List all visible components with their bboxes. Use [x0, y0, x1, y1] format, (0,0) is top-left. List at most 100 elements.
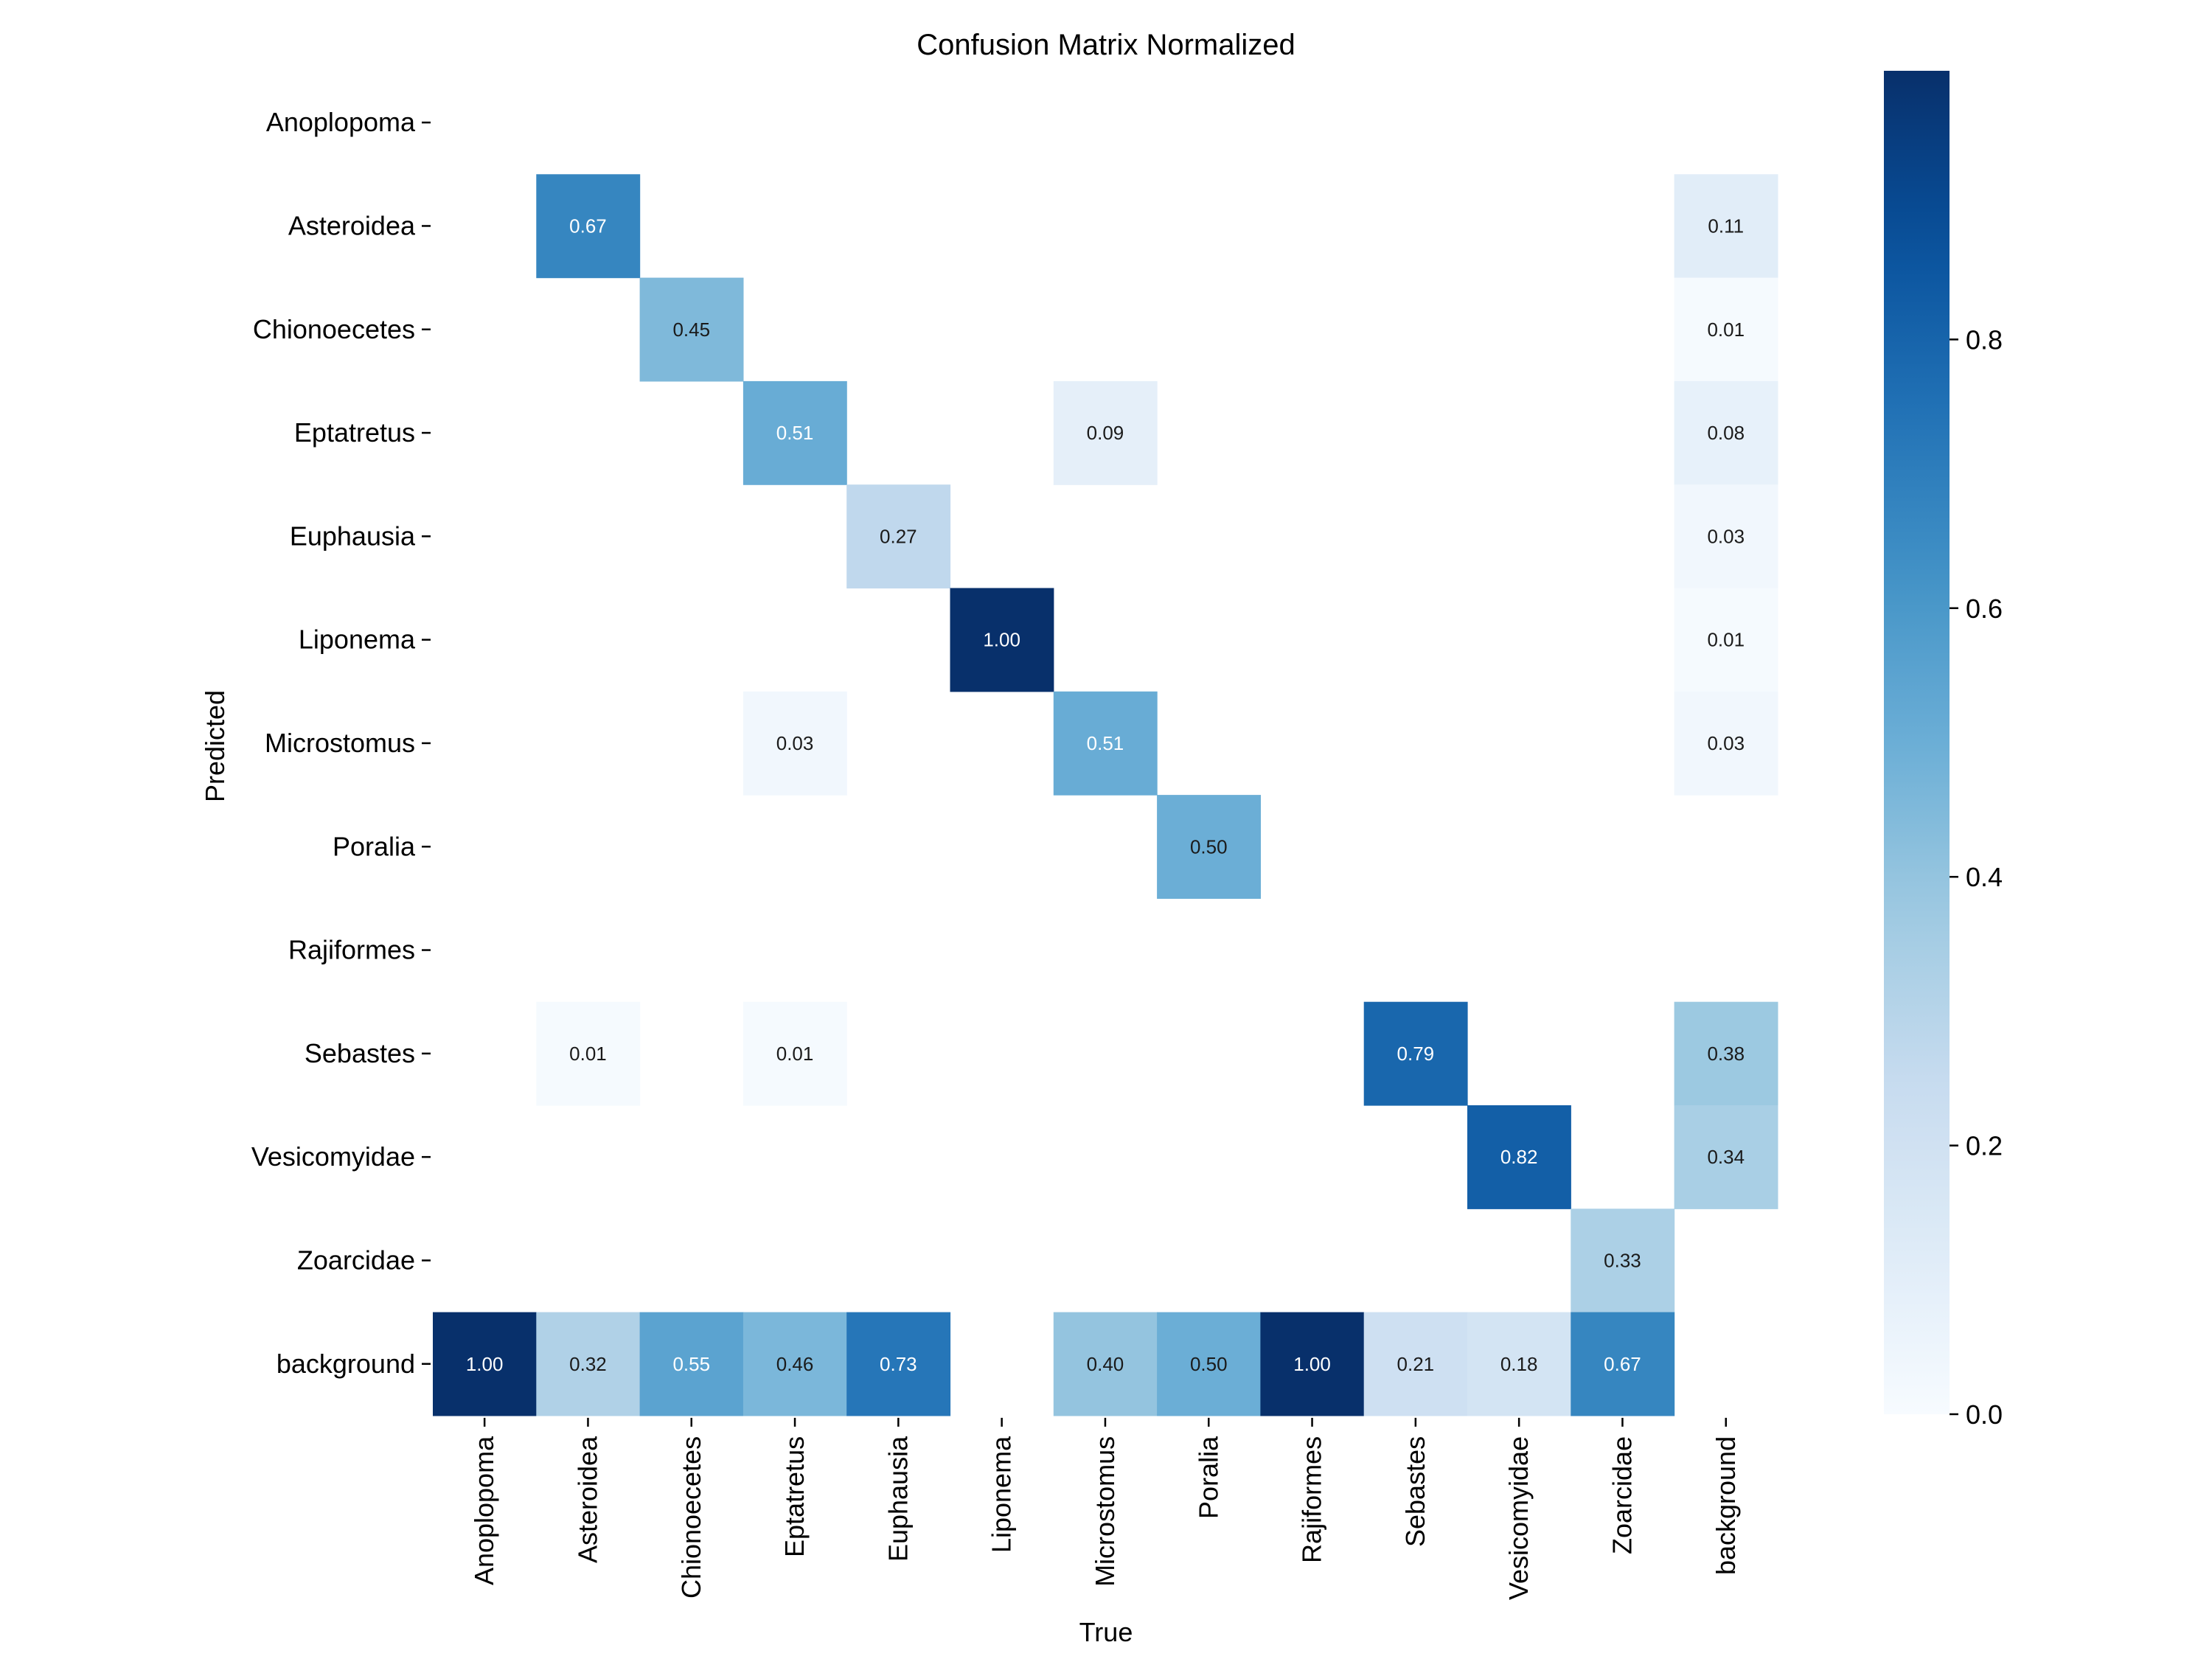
cell-label-sebastes-sebastes: 0.79 [1397, 1043, 1435, 1065]
x-tick-label-poralia: Poralia [1193, 1436, 1223, 1519]
cell-label-background-chionoecetes: 0.55 [672, 1353, 710, 1375]
cell-background-chionoecetes [639, 1312, 744, 1416]
cell-label-eptatretus-eptatretus: 0.51 [776, 422, 814, 444]
cell-label-vesicomyidae-background: 0.34 [1707, 1146, 1745, 1168]
y-tick-label-microstomus: Microstomus [265, 728, 415, 758]
cell-sebastes-asteroidea [536, 1001, 641, 1106]
cell-label-vesicomyidae-vesicomyidae: 0.82 [1500, 1146, 1538, 1168]
cell-vesicomyidae-background [1674, 1105, 1778, 1209]
cell-background-rajiformes [1260, 1312, 1365, 1416]
cell-eptatretus-eptatretus [742, 380, 847, 485]
cell-label-eptatretus-microstomus: 0.09 [1087, 422, 1124, 444]
cell-asteroidea-asteroidea [536, 174, 641, 279]
cell-label-euphausia-background: 0.03 [1707, 525, 1745, 547]
cell-background-vesicomyidae [1467, 1312, 1571, 1416]
cell-poralia-poralia [1157, 795, 1261, 899]
y-tick-label-rajiformes: Rajiformes [288, 935, 415, 965]
cell-label-background-eptatretus: 0.46 [776, 1353, 814, 1375]
y-axis-label: Predicted [200, 690, 230, 802]
cell-background-sebastes [1363, 1312, 1468, 1416]
cell-label-microstomus-microstomus: 0.51 [1087, 732, 1124, 754]
cell-background-anoplopoma [433, 1312, 537, 1416]
cell-background-eptatretus [742, 1312, 847, 1416]
cell-euphausia-background [1674, 484, 1778, 589]
cell-liponema-background [1674, 588, 1778, 692]
x-tick-label-liponema: Liponema [987, 1436, 1017, 1553]
cell-asteroidea-background [1674, 174, 1778, 279]
y-tick-label-vesicomyidae: Vesicomyidae [251, 1141, 415, 1172]
y-tick-label-liponema: Liponema [299, 625, 416, 655]
cell-label-poralia-poralia: 0.50 [1190, 835, 1228, 858]
x-axis-ticks: Anoplopoma Asteroidea Chionoecetes Eptatret… [469, 1417, 1741, 1600]
cell-euphausia-euphausia [846, 484, 951, 589]
cell-label-background-vesicomyidae: 0.18 [1500, 1353, 1538, 1375]
cell-label-background-euphausia: 0.73 [880, 1353, 917, 1375]
cell-zoarcidae-zoarcidae [1571, 1208, 1675, 1313]
y-tick-label-euphausia: Euphausia [290, 521, 416, 551]
cell-background-microstomus [1053, 1312, 1158, 1416]
cell-label-liponema-background: 0.01 [1707, 629, 1745, 651]
colorbar-tick-label: 0.8 [1966, 324, 2003, 355]
cell-sebastes-eptatretus [742, 1001, 847, 1106]
cell-microstomus-microstomus [1053, 691, 1158, 796]
colorbar-tick-label: 0.4 [1966, 862, 2003, 892]
cell-microstomus-eptatretus [742, 691, 847, 796]
colorbar-tick-label: 0.0 [1966, 1399, 2003, 1430]
cell-label-chionoecetes-chionoecetes: 0.45 [672, 319, 710, 341]
x-tick-label-zoarcidae: Zoarcidae [1607, 1436, 1637, 1554]
cell-chionoecetes-chionoecetes [639, 277, 744, 382]
x-tick-label-euphausia: Euphausia [883, 1436, 913, 1562]
x-axis-label: True [1079, 1617, 1133, 1647]
colorbar-tick-label: 0.2 [1966, 1131, 2003, 1161]
x-tick-label-anoplopoma: Anoplopoma [469, 1436, 499, 1585]
chart-title: Confusion Matrix Normalized [917, 29, 1295, 61]
cell-background-euphausia [846, 1312, 951, 1416]
cell-label-euphausia-euphausia: 0.27 [880, 525, 917, 547]
cell-label-sebastes-eptatretus: 0.01 [776, 1043, 814, 1065]
cell-label-background-poralia: 0.50 [1190, 1353, 1228, 1375]
x-tick-label-eptatretus: Eptatretus [779, 1436, 810, 1557]
x-tick-label-asteroidea: Asteroidea [572, 1436, 602, 1563]
y-tick-label-background: background [276, 1349, 415, 1379]
y-tick-label-poralia: Poralia [333, 831, 416, 861]
y-tick-label-asteroidea: Asteroidea [288, 210, 416, 240]
cell-label-microstomus-eptatretus: 0.03 [776, 732, 814, 754]
x-tick-label-rajiformes: Rajiformes [1297, 1436, 1327, 1563]
cell-label-sebastes-background: 0.38 [1707, 1043, 1745, 1065]
cell-label-background-zoarcidae: 0.67 [1604, 1353, 1641, 1375]
cell-sebastes-sebastes [1363, 1001, 1468, 1106]
x-tick-label-background: background [1711, 1436, 1741, 1575]
colorbar-tick-label: 0.6 [1966, 594, 2003, 624]
cell-vesicomyidae-vesicomyidae [1467, 1105, 1571, 1209]
x-tick-label-microstomus: Microstomus [1090, 1436, 1120, 1587]
y-tick-label-anoplopoma: Anoplopoma [266, 107, 416, 137]
cell-label-chionoecetes-background: 0.01 [1707, 319, 1745, 341]
heatmap-cell-labels: 0.67 0.11 0.45 0.01 0.51 0.09 0.08 0.27 0.03 1.00… [466, 215, 1745, 1374]
x-tick-label-vesicomyidae: Vesicomyidae [1503, 1436, 1534, 1600]
cell-label-eptatretus-background: 0.08 [1707, 422, 1745, 444]
y-tick-label-eptatretus: Eptatretus [294, 417, 415, 448]
heatmap-cells [433, 174, 1778, 1416]
cell-label-background-anoplopoma: 1.00 [466, 1353, 504, 1375]
y-tick-label-chionoecetes: Chionoecetes [253, 314, 415, 344]
cell-label-sebastes-asteroidea: 0.01 [569, 1043, 607, 1065]
cell-label-zoarcidae-zoarcidae: 0.33 [1604, 1249, 1641, 1271]
cell-label-asteroidea-asteroidea: 0.67 [569, 215, 607, 237]
cell-microstomus-background [1674, 691, 1778, 796]
cell-liponema-liponema [950, 588, 1054, 692]
cell-eptatretus-background [1674, 380, 1778, 485]
cell-label-asteroidea-background: 0.11 [1708, 215, 1744, 237]
cell-background-zoarcidae [1571, 1312, 1675, 1416]
cell-label-microstomus-background: 0.03 [1707, 732, 1745, 754]
cell-background-asteroidea [536, 1312, 641, 1416]
cell-label-background-rajiformes: 1.00 [1293, 1353, 1331, 1375]
cell-label-background-microstomus: 0.40 [1087, 1353, 1124, 1375]
cell-eptatretus-microstomus [1053, 380, 1158, 485]
y-tick-label-sebastes: Sebastes [305, 1038, 415, 1068]
colorbar [1884, 71, 1950, 1414]
x-tick-label-sebastes: Sebastes [1400, 1436, 1430, 1547]
y-tick-label-zoarcidae: Zoarcidae [297, 1245, 415, 1275]
cell-sebastes-background [1674, 1001, 1778, 1106]
cell-label-background-sebastes: 0.21 [1397, 1353, 1435, 1375]
